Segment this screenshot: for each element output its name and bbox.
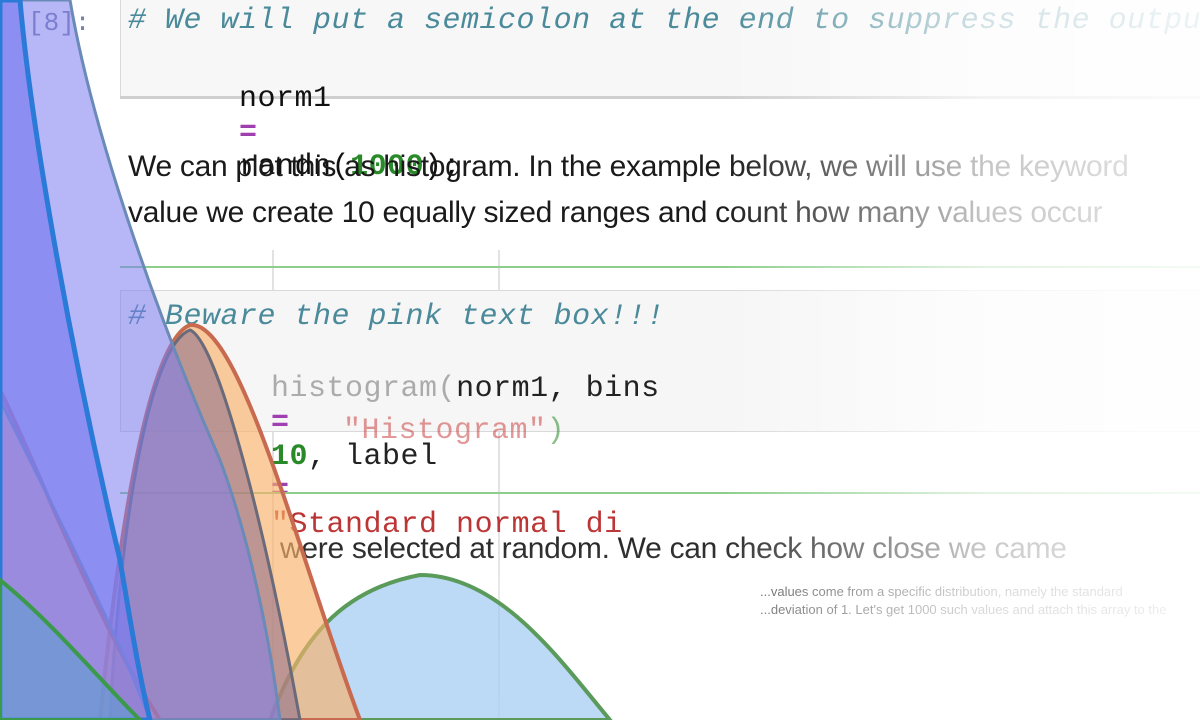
code-line-3: "Histogram") [232, 380, 565, 482]
code-operator: = [239, 116, 258, 150]
code-function: randn( [239, 150, 351, 184]
code-operator-2: = [271, 406, 290, 440]
code-args-2: , label [308, 440, 438, 474]
grid-line [498, 250, 500, 720]
code-comment-2: # Beware the pink text box!!! [128, 300, 665, 334]
code-string-2: "Histogram" [343, 414, 547, 448]
code-paren: ) [546, 414, 566, 448]
cell-divider [120, 96, 1200, 99]
cell-separator [120, 266, 1200, 268]
cell-separator-2 [120, 492, 1200, 494]
code-function-2: histogram( [271, 372, 457, 406]
code-line[interactable]: norm1 = randn(1000); [128, 48, 461, 218]
code-number: 1000 [350, 150, 425, 184]
blue-curve-front [0, 0, 153, 720]
code-variable: norm1 [239, 82, 332, 116]
code-args: norm1, bins [456, 372, 660, 406]
code-end: ); [424, 150, 462, 184]
green-curve [0, 577, 143, 720]
code-number-2: 10 [271, 440, 309, 474]
